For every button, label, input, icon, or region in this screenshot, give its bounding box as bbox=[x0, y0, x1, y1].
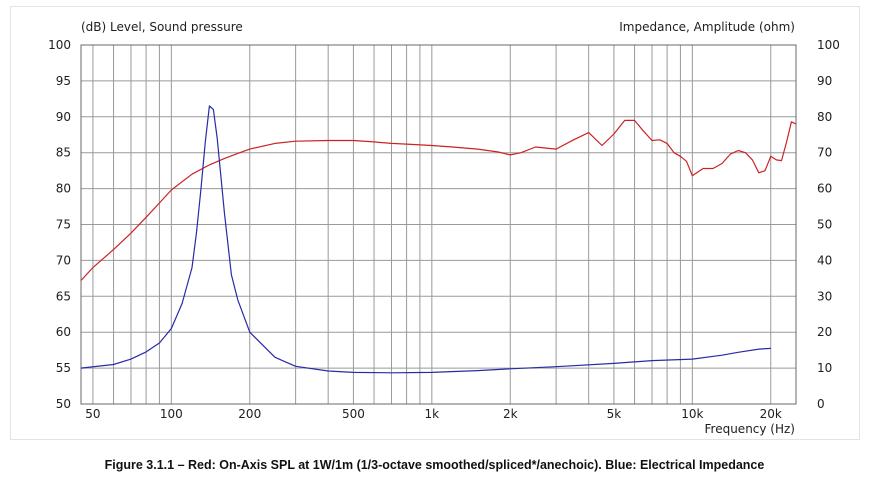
right-axis-label: Impedance, Amplitude (ohm) bbox=[619, 20, 795, 34]
x-tick-label: 1k bbox=[425, 407, 440, 421]
x-axis-label: Frequency (Hz) bbox=[705, 422, 796, 436]
y-tick-label-left: 70 bbox=[56, 253, 71, 267]
y-tick-label-left: 65 bbox=[56, 289, 71, 303]
y-tick-label-right: 40 bbox=[817, 253, 832, 267]
x-tick-label: 10k bbox=[681, 407, 703, 421]
y-tick-label-left: 80 bbox=[56, 182, 71, 196]
y-tick-label-right: 100 bbox=[817, 38, 840, 52]
y-tick-label-right: 20 bbox=[817, 325, 832, 339]
plot-border bbox=[80, 44, 797, 405]
y-tick-label-right: 80 bbox=[817, 110, 832, 124]
spl-curve bbox=[80, 119, 797, 281]
y-tick-label-left: 100 bbox=[48, 38, 71, 52]
x-tick-label: 50 bbox=[85, 407, 100, 421]
y-tick-label-left: 50 bbox=[56, 397, 71, 411]
x-tick-label: 100 bbox=[160, 407, 183, 421]
figure-caption: Figure 3.1.1 – Red: On-Axis SPL at 1W/1m… bbox=[104, 458, 765, 472]
axes bbox=[80, 44, 797, 405]
grid bbox=[81, 44, 796, 405]
y-tick-label-right: 90 bbox=[817, 74, 832, 88]
y-tick-label-right: 70 bbox=[817, 146, 832, 160]
y-tick-label-right: 0 bbox=[817, 397, 825, 411]
series bbox=[80, 105, 797, 374]
x-tick-label: 5k bbox=[607, 407, 622, 421]
left-axis-label: (dB) Level, Sound pressure bbox=[81, 20, 243, 34]
chart-frame: 100 95 90 85 80 75 70 65 60 55 50 100 90 80 70 60 50 40 30… bbox=[10, 6, 860, 440]
y-tick-label-left: 85 bbox=[56, 146, 71, 160]
y-tick-label-left: 95 bbox=[56, 74, 71, 88]
x-tick-label: 20k bbox=[760, 407, 782, 421]
impedance-curve bbox=[80, 105, 771, 374]
y-tick-label-right: 30 bbox=[817, 289, 832, 303]
y-tick-label-left: 55 bbox=[56, 361, 71, 375]
y-tick-label-left: 60 bbox=[56, 325, 71, 339]
x-tick-label: 2k bbox=[503, 407, 518, 421]
spl-impedance-chart: 1009590858075706560555010090807060504030… bbox=[48, 20, 840, 436]
y-tick-label-right: 60 bbox=[817, 182, 832, 196]
y-tick-label-left: 75 bbox=[56, 218, 71, 232]
y-tick-label-left: 90 bbox=[56, 110, 71, 124]
x-tick-label: 500 bbox=[342, 407, 365, 421]
y-tick-label-right: 50 bbox=[817, 218, 832, 232]
y-tick-label-right: 10 bbox=[817, 361, 832, 375]
tick-labels: 1009590858075706560555010090807060504030… bbox=[48, 38, 840, 421]
x-tick-label: 200 bbox=[238, 407, 261, 421]
